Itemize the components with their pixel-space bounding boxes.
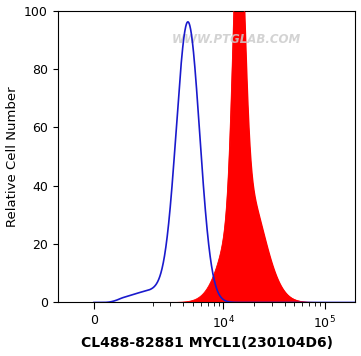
Text: WWW.PTGLAB.COM: WWW.PTGLAB.COM: [172, 33, 301, 46]
X-axis label: CL488-82881 MYCL1(230104D6): CL488-82881 MYCL1(230104D6): [81, 336, 332, 350]
Y-axis label: Relative Cell Number: Relative Cell Number: [5, 86, 18, 227]
